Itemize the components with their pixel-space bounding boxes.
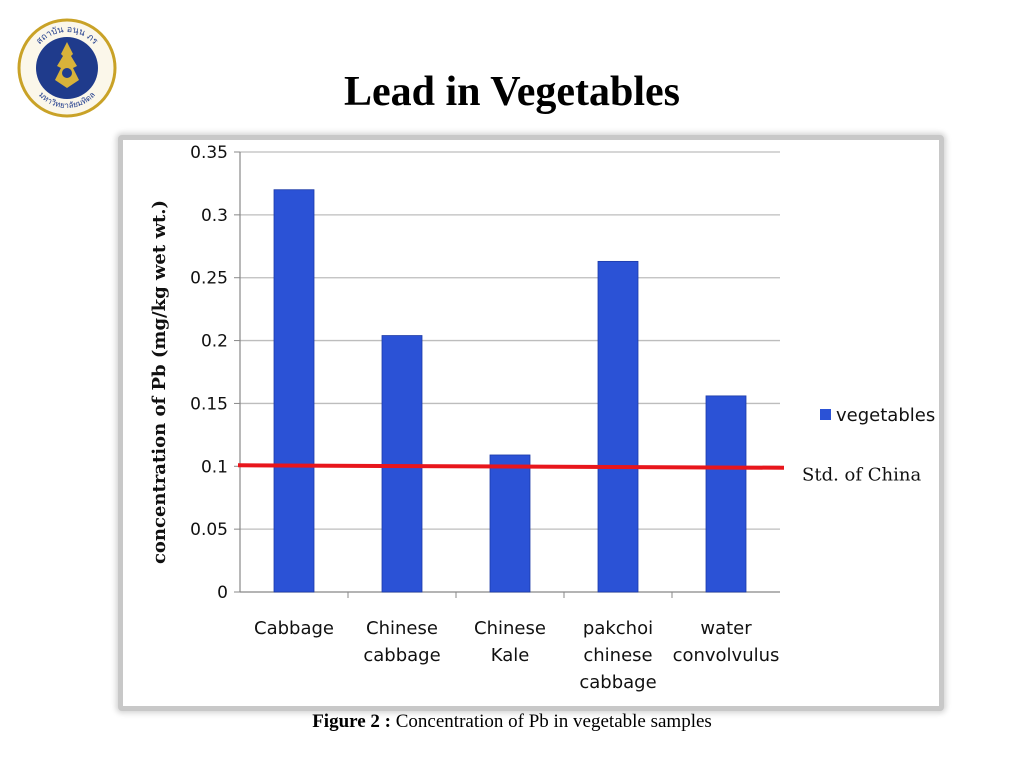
caption-text: Concentration of Pb in vegetable samples	[391, 711, 712, 732]
slide-title: Lead in Vegetables	[343, 69, 681, 115]
reference-line	[237, 463, 785, 470]
y-tick-label: 0.05	[190, 520, 228, 540]
x-tick-label: cabbage	[579, 672, 656, 693]
y-tick-label: 0.25	[190, 269, 228, 289]
figure-caption: Figure 2 : Concentration of Pb in vegeta…	[0, 711, 1024, 733]
y-tick-label: 0.1	[201, 457, 228, 477]
bar	[705, 395, 747, 593]
bar-chart: 0 0.05 0.1 0.15 0.2 0.25 0.3 0.35 Cabbage Chinese…	[149, 143, 935, 693]
x-tick-label: convolvulus	[673, 645, 780, 666]
y-axis-label: concentration of Pb (mg/kg wet wt.)	[149, 200, 170, 564]
bar	[489, 454, 531, 593]
chart-frame: 0 0.05 0.1 0.15 0.2 0.25 0.3 0.35 Cabbage Chinese…	[118, 135, 944, 711]
x-tick-label: water	[700, 618, 752, 639]
y-tick-label: 0.2	[201, 332, 228, 352]
x-tick-label: Cabbage	[254, 618, 334, 639]
logo-emblem-center	[60, 66, 74, 80]
legend-label: vegetables	[836, 405, 935, 426]
bar	[273, 189, 315, 593]
y-tick-label: 0.35	[190, 143, 228, 163]
x-tick-label: chinese	[583, 645, 652, 666]
x-tick-label: pakchoi	[583, 618, 653, 639]
x-tick-label: Chinese	[366, 618, 438, 639]
legend-swatch	[820, 409, 831, 420]
x-tick-label: Kale	[491, 645, 530, 666]
y-tick-label: 0.3	[201, 206, 228, 226]
x-tick-label: Chinese	[474, 618, 546, 639]
y-tick-label: 0.15	[190, 394, 228, 414]
y-tick-label: 0	[217, 583, 228, 603]
university-logo: สถาบัน อนฺน ภร มหาวิทยาลัยมหิดล	[17, 18, 117, 118]
bar	[597, 260, 639, 593]
x-tick-label: cabbage	[363, 645, 440, 666]
bar	[381, 335, 423, 593]
reference-line-label: Std. of China	[802, 464, 921, 485]
caption-label: Figure 2 :	[312, 711, 391, 732]
